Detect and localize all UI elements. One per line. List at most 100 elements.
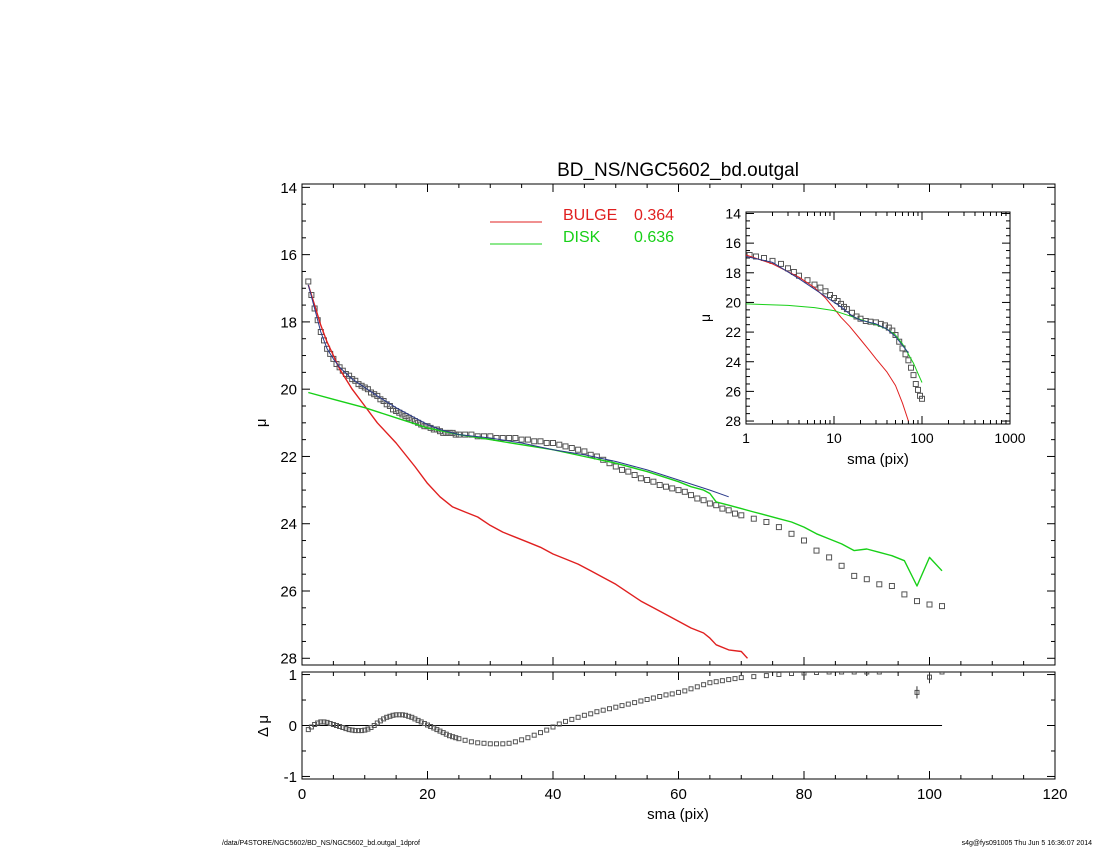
y-tick-label: 18 (280, 314, 297, 331)
data-point (801, 537, 807, 544)
inset-log-plot: 1 10 100 1000 14 16 18 20 22 24 26 28 sma (pix) μ (697, 206, 1026, 468)
residual-point (475, 740, 481, 746)
inset-y-axis-label: μ (697, 314, 713, 322)
data-point (556, 441, 563, 448)
inset-data-point (785, 265, 791, 272)
data-point (402, 413, 409, 420)
residual-point (726, 677, 732, 683)
model-curve (307, 284, 729, 498)
data-point (355, 381, 362, 388)
data-point (512, 435, 519, 441)
data-point (637, 475, 644, 482)
residual-point (876, 672, 882, 675)
data-point (631, 472, 638, 478)
residual-point (657, 694, 663, 699)
data-point (506, 435, 513, 441)
data-point (876, 581, 883, 588)
data-point (694, 495, 701, 502)
x-tick-label: 100 (910, 430, 934, 446)
data-point (700, 497, 707, 504)
residual-point (396, 712, 402, 718)
residual-point (500, 741, 506, 747)
residual-point (327, 721, 333, 726)
inset-data-point (915, 386, 921, 393)
data-point (346, 372, 353, 379)
residual-point (638, 698, 644, 704)
data-point (706, 500, 713, 507)
residual-point (707, 680, 713, 686)
residual-point (456, 736, 462, 742)
residual-point (713, 679, 719, 685)
x-tick-label: 20 (419, 786, 436, 803)
data-point (650, 478, 657, 485)
residual-point (625, 701, 631, 707)
residual-point (719, 678, 725, 684)
residual-point (619, 703, 625, 709)
residual-point (390, 712, 396, 718)
y-tick-label: -1 (284, 769, 297, 786)
data-point (575, 446, 582, 453)
residual-point (462, 737, 468, 743)
residual-point (334, 723, 339, 728)
data-point (405, 414, 412, 421)
data-point (675, 487, 682, 494)
footer-timestamp: s4g@fys091005 Thu Jun 5 16:36:07 2014 (961, 840, 1092, 847)
residual-point (663, 692, 669, 698)
residual-point (512, 739, 518, 745)
data-point (813, 547, 820, 554)
residual-point (607, 706, 612, 712)
residual-point (450, 734, 456, 740)
y-tick-label: 16 (725, 235, 741, 251)
data-point (775, 524, 782, 531)
data-point (543, 440, 550, 446)
inset-data-point (908, 364, 914, 371)
data-point (568, 445, 575, 451)
x-tick-label: 100 (917, 786, 942, 803)
data-point (656, 482, 663, 488)
residual-point (468, 739, 474, 745)
residual-point (330, 722, 336, 727)
data-point (581, 448, 588, 455)
data-point (732, 510, 738, 517)
residual-y-axis-label: Δ μ (255, 715, 272, 737)
residual-point (676, 689, 681, 695)
residual-point (384, 714, 390, 720)
y-tick-label: 14 (280, 180, 297, 197)
x-tick-label: 120 (1042, 786, 1067, 803)
y-tick-label: 24 (280, 516, 297, 533)
data-point (550, 440, 556, 446)
residual-point (688, 686, 694, 692)
data-point (314, 317, 321, 324)
data-point (681, 488, 688, 495)
data-point (518, 436, 525, 443)
residual-point (939, 672, 945, 675)
x-axis-label: sma (pix) (647, 806, 709, 823)
data-point (358, 382, 365, 389)
residual-point (751, 674, 757, 680)
residual-point (453, 735, 459, 741)
x-tick-label: 40 (545, 786, 562, 803)
data-point (939, 603, 945, 610)
data-point (914, 598, 920, 605)
y-tick-label: 20 (280, 382, 297, 399)
data-point (399, 411, 406, 418)
x-tick-label: 80 (796, 786, 813, 803)
data-point (863, 576, 870, 583)
data-point (738, 512, 745, 519)
data-point (888, 583, 895, 589)
residual-point (506, 740, 512, 746)
residual-point (519, 737, 525, 743)
data-point (352, 377, 359, 384)
data-point (393, 408, 400, 414)
y-tick-label: 28 (280, 651, 297, 668)
inset-data-point (817, 284, 824, 291)
residual-point (362, 727, 368, 733)
residual-point (447, 733, 452, 739)
inset-bulge-curve (746, 254, 909, 422)
y-tick-label: 0 (289, 718, 297, 735)
data-point (424, 423, 431, 430)
inset-data-point (892, 332, 899, 338)
residual-point (864, 672, 870, 675)
